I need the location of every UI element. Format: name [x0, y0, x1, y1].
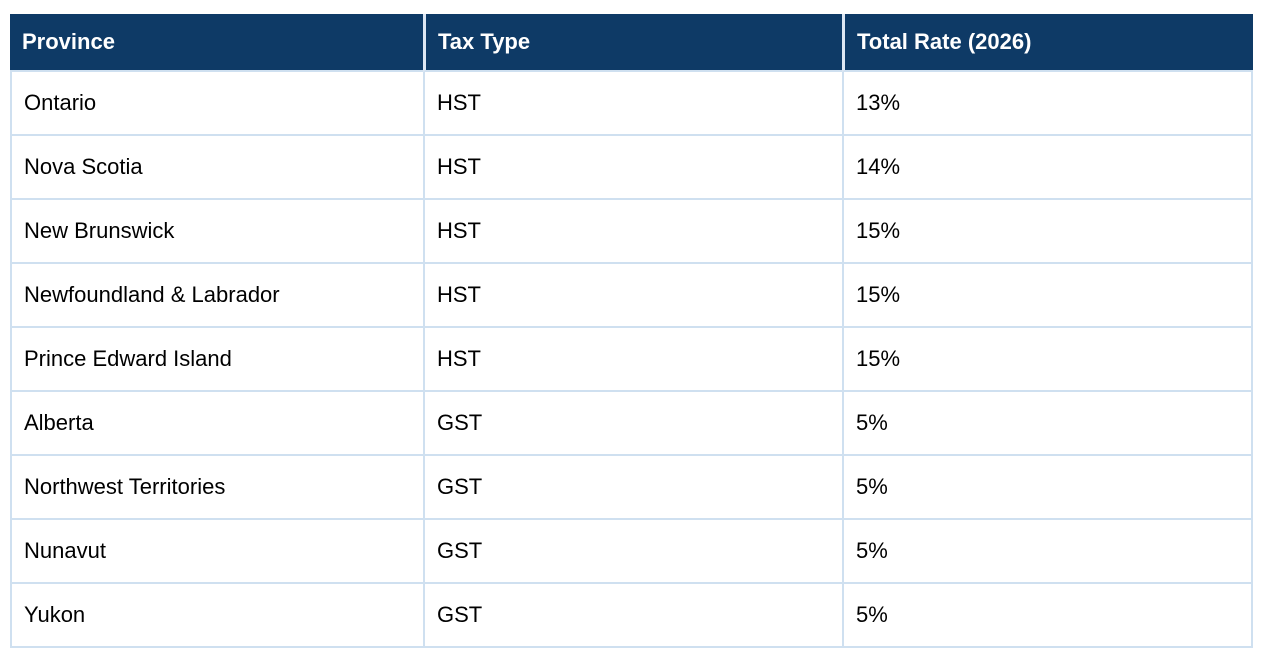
cell-total-rate: 5%: [842, 456, 1253, 520]
cell-province: Alberta: [10, 392, 423, 456]
table-row: Northwest Territories GST 5%: [10, 456, 1253, 520]
cell-tax-type: GST: [423, 456, 842, 520]
cell-province: Nunavut: [10, 520, 423, 584]
table-row: Nunavut GST 5%: [10, 520, 1253, 584]
cell-tax-type: GST: [423, 584, 842, 648]
cell-total-rate: 15%: [842, 328, 1253, 392]
cell-province: Northwest Territories: [10, 456, 423, 520]
table-row: Alberta GST 5%: [10, 392, 1253, 456]
cell-province: New Brunswick: [10, 200, 423, 264]
tax-rate-table: Province Tax Type Total Rate (2026) Onta…: [10, 14, 1253, 648]
cell-province: Prince Edward Island: [10, 328, 423, 392]
table-row: New Brunswick HST 15%: [10, 200, 1253, 264]
cell-tax-type: GST: [423, 392, 842, 456]
cell-province: Yukon: [10, 584, 423, 648]
cell-tax-type: HST: [423, 136, 842, 200]
cell-total-rate: 5%: [842, 392, 1253, 456]
cell-province: Newfoundland & Labrador: [10, 264, 423, 328]
table-row: Nova Scotia HST 14%: [10, 136, 1253, 200]
table-header: Province Tax Type Total Rate (2026): [10, 14, 1253, 72]
tax-rate-table-container: Province Tax Type Total Rate (2026) Onta…: [10, 14, 1253, 648]
table-row: Newfoundland & Labrador HST 15%: [10, 264, 1253, 328]
cell-tax-type: GST: [423, 520, 842, 584]
cell-province: Nova Scotia: [10, 136, 423, 200]
table-body: Ontario HST 13% Nova Scotia HST 14% New Brunsw…: [10, 72, 1253, 648]
table-row: Yukon GST 5%: [10, 584, 1253, 648]
cell-tax-type: HST: [423, 72, 842, 136]
table-row: Ontario HST 13%: [10, 72, 1253, 136]
table-header-row: Province Tax Type Total Rate (2026): [10, 14, 1253, 72]
cell-tax-type: HST: [423, 200, 842, 264]
table-row: Prince Edward Island HST 15%: [10, 328, 1253, 392]
column-header-tax-type: Tax Type: [423, 14, 842, 72]
cell-total-rate: 14%: [842, 136, 1253, 200]
cell-total-rate: 5%: [842, 584, 1253, 648]
column-header-total-rate: Total Rate (2026): [842, 14, 1253, 72]
column-header-province: Province: [10, 14, 423, 72]
cell-tax-type: HST: [423, 328, 842, 392]
cell-total-rate: 13%: [842, 72, 1253, 136]
cell-total-rate: 15%: [842, 200, 1253, 264]
cell-tax-type: HST: [423, 264, 842, 328]
cell-province: Ontario: [10, 72, 423, 136]
cell-total-rate: 5%: [842, 520, 1253, 584]
cell-total-rate: 15%: [842, 264, 1253, 328]
